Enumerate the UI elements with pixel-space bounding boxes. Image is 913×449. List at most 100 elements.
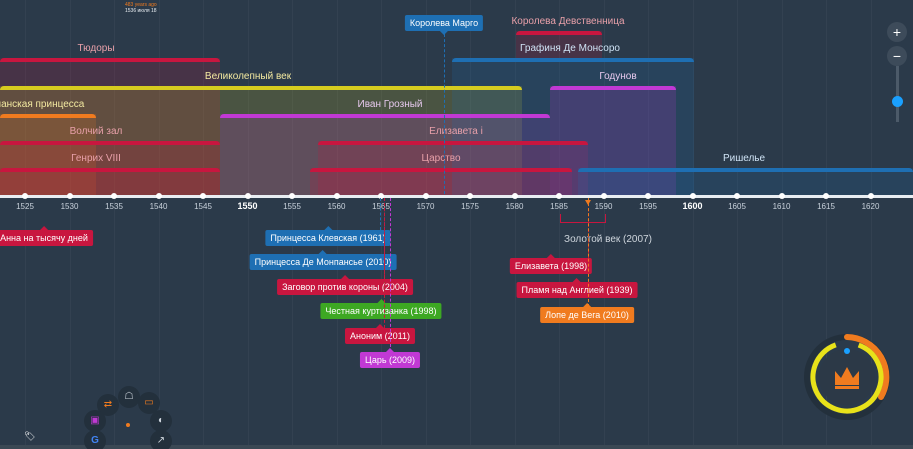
zoom-slider-track[interactable] [896, 66, 899, 122]
band-shade [452, 58, 694, 195]
tick-mark [645, 193, 651, 199]
band-label[interactable]: Тюдоры [77, 43, 115, 54]
tick-mark [689, 193, 696, 199]
share-icon: ⇄ [103, 399, 113, 410]
band-label[interactable]: Царство [421, 153, 461, 164]
zoom-in-button[interactable]: + [887, 22, 907, 42]
radial-pin-button[interactable]: ☖ [118, 386, 140, 408]
band-bar[interactable] [0, 86, 522, 90]
tick-mark [600, 193, 607, 199]
band-shade [0, 86, 522, 195]
event-marker[interactable]: Королева Марго [404, 15, 484, 35]
radial-chart-button[interactable]: ↗ [150, 430, 172, 449]
crown-icon [835, 367, 859, 389]
tick-mark [823, 193, 829, 199]
radial-toggle-button[interactable]: ◐ [150, 410, 172, 432]
tick-label: 1550 [237, 201, 258, 211]
event-marker[interactable]: Пламя над Англией (1939) [516, 278, 638, 298]
band-label[interactable]: Иван Грозный [357, 99, 423, 110]
zoom-slider-knob[interactable] [892, 96, 903, 107]
grid-line [870, 0, 872, 449]
band-bar[interactable] [318, 141, 588, 145]
grid-line [603, 0, 605, 449]
tick-label: 1545 [194, 202, 212, 211]
band-bar[interactable] [0, 58, 220, 62]
tick-mark [200, 193, 206, 199]
event-dashed-line [380, 198, 381, 230]
grid-line [247, 0, 249, 449]
band-shade [550, 86, 676, 195]
grid-line [781, 0, 783, 449]
tick-label: 1570 [416, 202, 435, 211]
grid-line [381, 0, 382, 449]
band-bar[interactable] [0, 168, 220, 172]
event-marker[interactable]: Принцесса Клевская (1961) [265, 226, 391, 246]
current-date-label: 1536 июля 18 [125, 8, 157, 14]
tick-label: 1590 [594, 202, 613, 211]
tick-label: 1620 [861, 202, 880, 211]
band-shade [0, 58, 220, 195]
radial-google-button[interactable]: G [84, 430, 106, 449]
event-marker[interactable]: Елизавета (1998) [509, 254, 593, 274]
band-bar[interactable] [516, 31, 602, 35]
band-label[interactable]: Волчий зал [69, 126, 123, 137]
band-label[interactable]: Графиня Де Монсоро [520, 43, 620, 54]
golden-age-label[interactable]: Золотой век (2007) [564, 234, 652, 245]
tick-label: 1580 [505, 202, 524, 211]
tick-label: 1555 [283, 202, 301, 211]
band-label[interactable]: панская принцесса [0, 99, 85, 110]
current-time-marker [585, 200, 591, 205]
event-marker[interactable]: Царь (2009) [359, 348, 421, 368]
bottom-scrollbar[interactable] [0, 445, 913, 449]
zoom-out-button[interactable]: − [887, 46, 907, 66]
event-marker[interactable]: Анна на тысячу дней [0, 226, 93, 246]
grid-line [69, 0, 71, 449]
tick-mark [422, 193, 429, 199]
tick-mark [734, 193, 740, 199]
event-marker[interactable]: Принцесса Де Монпансье (2010) [249, 250, 397, 270]
band-shade [0, 168, 220, 195]
band-bar[interactable] [578, 168, 913, 172]
band-label[interactable]: Королева Девственница [511, 16, 625, 27]
tick-mark [867, 193, 874, 199]
band-bar[interactable] [220, 114, 550, 118]
event-marker[interactable]: Честная куртизанка (1998) [320, 299, 442, 319]
grid-line [425, 0, 427, 449]
radial-share-button[interactable]: ⇄ [97, 394, 119, 416]
band-bar[interactable] [550, 86, 676, 90]
event-marker[interactable]: Аноним (2011) [344, 324, 416, 344]
band-bar[interactable] [452, 58, 694, 62]
grid-line [203, 0, 204, 449]
event-dashed-line [390, 198, 391, 352]
tick-mark [378, 193, 384, 199]
note-icon: ▣ [90, 415, 100, 426]
tag-icon[interactable]: 🏷 [24, 431, 36, 441]
radial-rectangle-button[interactable]: ▭ [138, 392, 160, 414]
chart-icon: ↗ [156, 435, 166, 446]
tick-label: 1605 [728, 202, 746, 211]
tick-mark [155, 193, 162, 199]
google-icon: G [91, 435, 99, 446]
grid-line [336, 0, 338, 449]
tick-mark [467, 193, 473, 199]
band-label[interactable]: Генрих VIII [71, 153, 121, 164]
tick-mark [244, 193, 251, 199]
toggle-icon: ◐ [157, 415, 165, 426]
golden-age-bracket [560, 214, 606, 223]
band-label[interactable]: Годунов [599, 71, 637, 82]
timeline-axis [0, 195, 913, 198]
crown-menu-button[interactable] [801, 327, 893, 427]
band-label[interactable]: Ришелье [722, 153, 766, 164]
band-label[interactable]: Великолепный век [204, 71, 292, 82]
grid-line [826, 0, 827, 449]
band-bar[interactable] [0, 141, 220, 145]
band-bar[interactable] [0, 114, 96, 118]
event-marker[interactable]: Заговор против короны (2004) [277, 275, 413, 295]
grid-line [737, 0, 738, 449]
band-bar[interactable] [310, 168, 572, 172]
event-marker[interactable]: Лопе де Вега (2010) [540, 303, 634, 323]
event-dashed-line [444, 34, 445, 194]
radial-note-button[interactable]: ▣ [84, 410, 106, 432]
band-label[interactable]: Елизавета i [429, 126, 483, 137]
